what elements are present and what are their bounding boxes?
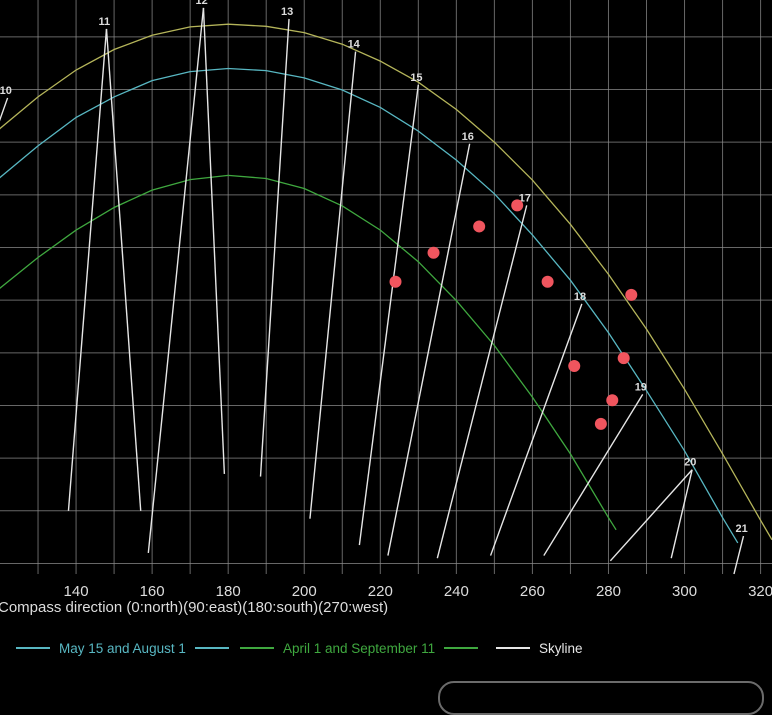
legend-item-apr-sep: April 1 and September 11 [240, 640, 479, 656]
hour-label: 20 [684, 457, 696, 469]
legend-label: May 15 and August 1 [59, 640, 186, 656]
hour-line [670, 469, 693, 559]
x-tick-label: 320 [748, 583, 772, 600]
hour-line [436, 205, 528, 559]
hour-label: 19 [635, 381, 647, 393]
bottom-sheet-handle[interactable] [438, 681, 764, 715]
hour-line [309, 51, 357, 519]
sun-path-curve [0, 23, 772, 541]
hour-line [67, 28, 108, 511]
skyline-point [427, 246, 440, 259]
skyline-point [541, 275, 554, 288]
legend-item-skyline: Skyline [496, 640, 592, 656]
hour-label: 13 [281, 6, 293, 18]
skyline-point [568, 359, 581, 372]
skyline-point [511, 199, 524, 212]
hour-label: 15 [410, 72, 422, 84]
hour-label: 12 [195, 0, 207, 7]
hour-label: 14 [348, 39, 361, 51]
chart-legend: May 15 and August 1 April 1 and Septembe… [0, 632, 772, 664]
x-tick-label: 140 [64, 583, 89, 600]
hour-line [387, 143, 471, 556]
skyline-point [606, 394, 619, 407]
hour-label: 17 [519, 192, 531, 204]
hour-line [358, 84, 420, 546]
legend-label: April 1 and September 11 [283, 640, 436, 656]
skyline-point [389, 275, 402, 288]
hour-line [609, 469, 693, 562]
sun-path-curves [0, 23, 772, 544]
x-tick-label: 220 [368, 583, 393, 600]
hour-lines: 10 11 12 13 14 15 16 17 18 19 20 21 [0, 0, 748, 575]
hour-line [202, 7, 226, 474]
x-tick-label: 240 [444, 583, 469, 600]
hour-label: 21 [735, 523, 747, 535]
x-tick-label: 280 [596, 583, 621, 600]
hour-line [259, 18, 290, 477]
legend-swatch [444, 647, 479, 649]
x-tick-label: 260 [520, 583, 545, 600]
chart-grid [0, 0, 772, 574]
sun-path-curve [0, 174, 617, 531]
hour-label: 18 [574, 291, 586, 303]
legend-item-may-aug: May 15 and August 1 [16, 640, 229, 656]
hour-line [489, 303, 583, 556]
skyline-point [617, 352, 630, 365]
hour-line [733, 535, 745, 575]
hour-line [543, 394, 644, 556]
sun-path-chart: 10 11 12 13 14 15 16 17 18 19 20 21 140 160 180 200 220… [0, 0, 772, 616]
legend-swatch [240, 647, 274, 649]
skyline-point [625, 288, 638, 301]
skyline-points [389, 199, 638, 430]
legend-swatch [194, 647, 229, 649]
x-axis-label: Compass direction (0:north)(90:east)(180… [0, 599, 388, 616]
hour-line [105, 28, 142, 511]
legend-swatch [496, 647, 530, 649]
x-tick-label: 160 [140, 583, 165, 600]
x-tick-label: 200 [292, 583, 317, 600]
legend-swatch [16, 647, 50, 649]
hour-label: 16 [462, 131, 474, 143]
legend-label: Skyline [539, 640, 583, 656]
hour-line [147, 7, 205, 554]
skyline-point [594, 417, 607, 430]
hour-label: 11 [98, 16, 110, 28]
x-tick-label: 180 [216, 583, 241, 600]
x-tick-label: 300 [672, 583, 697, 600]
x-tick-labels: 140 160 180 200 220 240 260 280 300 320 [64, 583, 772, 600]
skyline-point [473, 220, 486, 233]
hour-label: 10 [0, 85, 12, 97]
